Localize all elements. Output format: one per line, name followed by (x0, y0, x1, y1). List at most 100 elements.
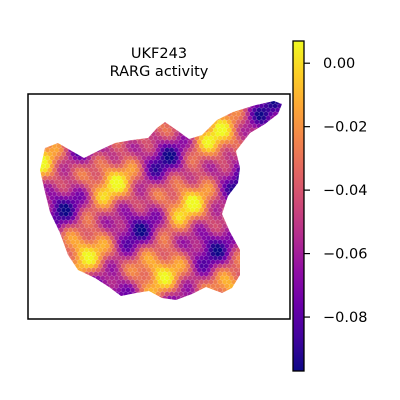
spot (224, 171, 230, 177)
spot (199, 191, 204, 197)
spot (167, 215, 172, 221)
spot (130, 287, 135, 293)
spot (210, 187, 216, 193)
spot (134, 159, 140, 165)
spot (210, 139, 216, 145)
spot (178, 155, 184, 161)
spot (213, 271, 218, 277)
spot (148, 247, 154, 253)
spot (93, 207, 99, 213)
spot (100, 195, 105, 201)
spot (169, 131, 174, 137)
spot (70, 199, 76, 205)
spot (68, 251, 73, 257)
spot (203, 167, 209, 173)
spot (174, 187, 179, 193)
spot (88, 247, 94, 253)
spot (151, 227, 156, 233)
spot (141, 139, 147, 145)
spot (65, 191, 71, 197)
spot (116, 199, 122, 205)
spot (98, 255, 103, 261)
spot (125, 159, 131, 165)
spot (102, 215, 108, 221)
spot (98, 215, 103, 221)
spot (171, 247, 177, 253)
spot (174, 283, 179, 289)
spot (134, 247, 140, 253)
spot (123, 147, 128, 153)
spot (70, 247, 76, 253)
spot (229, 139, 234, 145)
spot (123, 251, 128, 257)
spot (236, 127, 241, 133)
spot (208, 175, 214, 181)
spot (190, 255, 195, 261)
spot (171, 135, 177, 141)
spot (217, 271, 223, 277)
spot (49, 187, 55, 193)
spot (162, 263, 168, 269)
spot (206, 259, 211, 265)
spot (226, 239, 232, 245)
spot (54, 219, 59, 225)
spot (155, 179, 161, 185)
spot (226, 135, 232, 141)
spot (199, 255, 204, 261)
spot (157, 175, 163, 181)
spot (187, 155, 193, 161)
spot (86, 243, 92, 249)
spot (102, 151, 108, 157)
spot (169, 203, 174, 209)
spot (190, 183, 195, 189)
spot (201, 267, 207, 273)
spot (52, 199, 57, 205)
spot (111, 199, 117, 205)
spot (160, 291, 165, 297)
spot (91, 243, 96, 249)
chart-title-line-1: UKF243 (131, 46, 187, 62)
spot (42, 159, 48, 165)
spot (148, 271, 154, 277)
spot (240, 135, 246, 141)
spot (183, 179, 188, 185)
spot (88, 207, 94, 213)
spot (208, 135, 214, 141)
spot (157, 207, 163, 213)
spot (56, 199, 62, 205)
spot (153, 151, 158, 157)
spot (206, 195, 211, 201)
spot (167, 231, 172, 237)
spot (224, 283, 230, 289)
spot (70, 151, 76, 157)
spot (167, 247, 172, 253)
spot (178, 171, 184, 177)
spot (47, 151, 53, 157)
spot (130, 183, 135, 189)
spot (61, 191, 66, 197)
spot (130, 159, 135, 165)
spot (201, 203, 207, 209)
spot (47, 191, 53, 197)
spot (160, 219, 165, 225)
spot (95, 179, 101, 185)
spot (233, 163, 239, 169)
spot (194, 215, 200, 221)
spot (183, 243, 188, 249)
spot (217, 215, 223, 221)
spot (252, 115, 257, 121)
spot (275, 107, 280, 113)
spot (95, 267, 101, 273)
spot (233, 155, 239, 161)
spot (210, 227, 216, 233)
spot (130, 215, 135, 221)
spot (203, 191, 209, 197)
spot (144, 263, 149, 269)
spot (185, 167, 191, 173)
spot (111, 215, 117, 221)
spot (160, 275, 165, 281)
spot (98, 223, 103, 229)
spot (139, 247, 145, 253)
spot (105, 155, 110, 161)
spot (49, 147, 55, 153)
